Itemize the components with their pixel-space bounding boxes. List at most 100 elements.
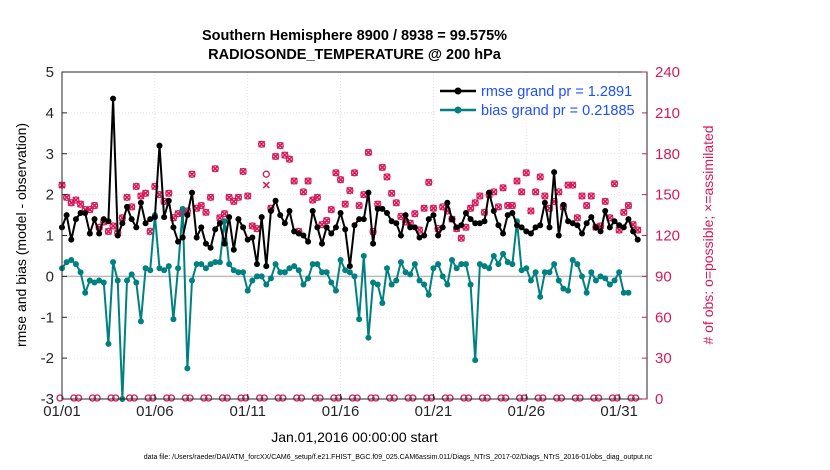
obs-zero-marker <box>56 394 64 402</box>
bias-point <box>86 277 93 284</box>
rmse-point <box>541 199 548 206</box>
obs-possible-marker <box>425 178 433 187</box>
obs-zero-marker <box>260 394 268 402</box>
obs-zero-marker <box>293 394 301 402</box>
series-layer <box>59 95 641 402</box>
bias-point <box>240 269 247 276</box>
chart-title: Southern Hemisphere 8900 / 8938 = 99.575… <box>202 28 507 44</box>
bias-point <box>425 291 432 298</box>
bias-point <box>560 285 567 292</box>
obs-zero-marker <box>367 394 375 402</box>
y-tick-label: 3 <box>46 146 54 163</box>
bias-point <box>500 250 507 257</box>
bias-point <box>332 287 339 294</box>
bias-point <box>137 318 144 325</box>
obs-assimilated-marker <box>578 192 586 200</box>
obs-possible-marker <box>508 201 517 210</box>
obs-assimilated-marker <box>467 204 475 212</box>
rmse-point <box>202 240 209 247</box>
y-right-tick-label: 120 <box>655 228 680 245</box>
bias-point <box>300 281 307 288</box>
obs-zero-marker <box>632 394 640 402</box>
obs-assimilated-marker <box>508 201 516 210</box>
obs-assimilated-marker <box>272 152 280 161</box>
obs-assimilated-marker <box>77 200 85 208</box>
obs-possible-marker <box>587 192 595 200</box>
rmse-point <box>597 228 604 235</box>
obs-possible-marker <box>230 197 238 206</box>
legend-rmse-label: rmse grand pr = 1.2891 <box>481 84 632 100</box>
chart-subtitle: RADIOSONDE_TEMPERATURE @ 200 hPa <box>208 47 502 63</box>
bias-point <box>63 259 70 266</box>
bias-point <box>346 269 353 276</box>
obs-possible-marker <box>383 173 391 181</box>
rmse-point <box>175 238 182 245</box>
rmse-point <box>472 220 479 227</box>
obs-zero-marker <box>478 394 487 402</box>
obs-possible-marker <box>569 181 577 189</box>
obs-possible-marker <box>276 141 284 150</box>
bias-point <box>82 289 89 296</box>
bias-point <box>156 265 163 272</box>
bias-point <box>509 261 516 268</box>
obs-possible-marker <box>169 214 178 222</box>
obs-assimilated-marker <box>109 222 117 230</box>
obs-possible-marker <box>536 173 544 181</box>
bias-point <box>147 267 154 274</box>
obs-zero-marker <box>627 394 635 402</box>
rmse-point <box>319 240 325 247</box>
rmse-point <box>137 199 144 206</box>
obs-assimilated-marker <box>197 201 205 210</box>
obs-zero-marker <box>112 394 120 402</box>
rmse-point <box>63 212 70 219</box>
obs-zero-marker <box>167 394 176 402</box>
obs-possible-marker <box>541 192 549 200</box>
obs-zero-marker <box>181 394 190 402</box>
obs-possible-marker <box>197 201 205 210</box>
obs-assimilated-marker <box>378 163 386 171</box>
bias-point <box>133 279 140 286</box>
rmse-point <box>634 236 641 243</box>
rmse-point <box>360 216 367 223</box>
obs-possible-marker <box>378 163 387 172</box>
obs-zero-marker <box>557 394 566 402</box>
obs-zero-marker <box>423 394 431 402</box>
bias-point <box>490 252 497 259</box>
obs-possible-marker <box>90 201 99 210</box>
obs-possible-marker <box>624 201 633 210</box>
bias-point <box>616 269 623 276</box>
rmse-point <box>537 222 544 229</box>
bias-point <box>249 277 256 284</box>
rmse-point <box>291 228 298 235</box>
bias-point <box>100 279 107 286</box>
obs-zero-marker <box>204 394 213 402</box>
obs-possible-marker <box>141 189 150 197</box>
obs-possible-marker <box>299 188 308 196</box>
obs-assimilated-marker <box>425 178 433 186</box>
bias-point <box>305 275 312 282</box>
bias-point <box>541 269 548 276</box>
footnote: data file: /Users/raeder/DAI/ATM_forcXX/… <box>144 454 653 461</box>
obs-assimilated-marker <box>569 181 577 189</box>
rmse-point <box>161 214 168 221</box>
bias-point <box>606 281 613 288</box>
rmse-point <box>462 210 469 217</box>
rmse-point <box>165 197 172 204</box>
bias-point <box>328 279 335 286</box>
y-tick-label: -2 <box>41 350 54 367</box>
obs-possible-marker <box>457 234 465 242</box>
obs-possible-marker <box>564 181 572 189</box>
bias-point <box>96 277 103 284</box>
obs-zero-marker <box>553 394 561 402</box>
bias-point <box>370 279 377 286</box>
rmse-point <box>96 230 103 237</box>
obs-assimilated-marker <box>610 180 619 188</box>
obs-zero-marker <box>279 394 287 402</box>
obs-possible-marker <box>494 203 503 211</box>
rmse-point <box>616 222 623 229</box>
rmse-point <box>625 216 632 223</box>
y-right-tick-label: 210 <box>655 105 680 122</box>
bias-point <box>574 261 581 268</box>
rmse-point <box>100 216 107 223</box>
rmse-point <box>430 212 437 219</box>
